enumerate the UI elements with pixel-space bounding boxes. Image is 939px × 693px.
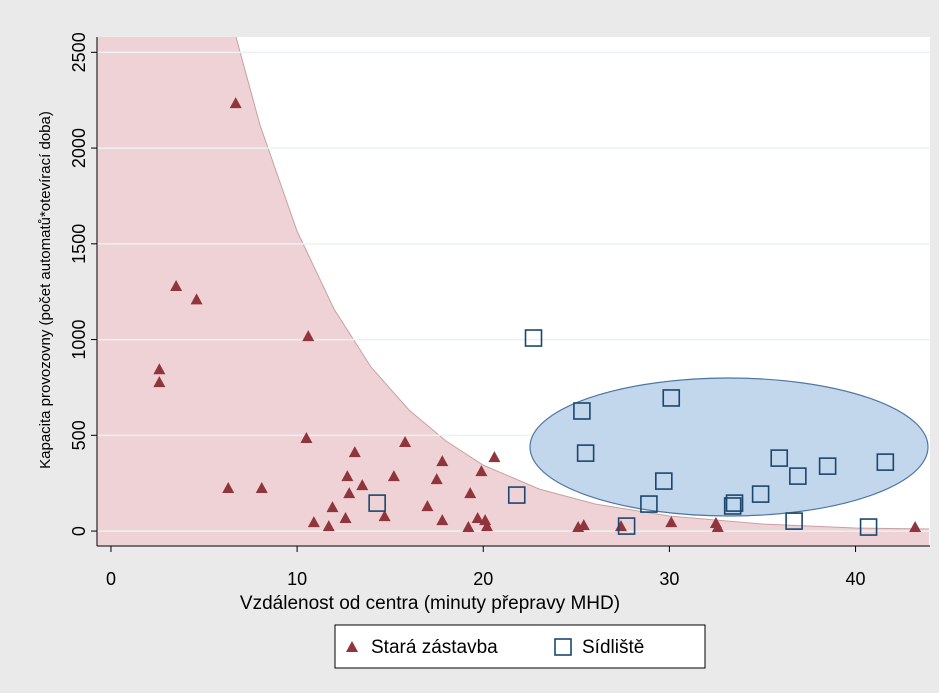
square-marker bbox=[573, 402, 591, 420]
triangle-marker bbox=[711, 521, 724, 533]
x-tick-label: 40 bbox=[846, 569, 866, 589]
triangle-marker bbox=[229, 97, 242, 109]
y-axis-title: Kapacita provozovny (počet automatů*otev… bbox=[37, 111, 54, 469]
x-tick-label: 30 bbox=[659, 569, 679, 589]
triangle-marker bbox=[343, 487, 356, 499]
y-tick-label: 1500 bbox=[69, 224, 89, 264]
shaded-area bbox=[97, 37, 929, 546]
triangle-marker bbox=[436, 514, 449, 526]
triangle-marker bbox=[190, 293, 203, 305]
square-marker bbox=[617, 517, 636, 535]
triangle-marker bbox=[430, 473, 443, 485]
triangle-marker bbox=[153, 363, 166, 375]
y-tick-label: 500 bbox=[69, 420, 89, 450]
square-marker bbox=[723, 497, 742, 515]
triangle-marker bbox=[387, 470, 400, 482]
triangle-marker bbox=[909, 521, 922, 533]
triangle-marker bbox=[475, 465, 488, 477]
square-marker bbox=[576, 444, 595, 462]
square-marker bbox=[876, 453, 895, 471]
triangle-marker bbox=[153, 376, 166, 388]
triangle-marker bbox=[356, 479, 369, 491]
legend-label: Sídliště bbox=[582, 637, 644, 658]
triangle-marker bbox=[665, 516, 678, 528]
triangle-marker bbox=[421, 500, 434, 512]
y-tick-label: 2000 bbox=[69, 128, 89, 168]
triangle-marker bbox=[170, 279, 183, 291]
triangle-marker bbox=[577, 519, 590, 531]
triangle-marker bbox=[480, 520, 493, 532]
triangle-marker bbox=[222, 481, 235, 493]
square-marker bbox=[859, 518, 878, 536]
triangle-marker bbox=[346, 641, 358, 652]
square-marker bbox=[368, 494, 386, 512]
triangle-marker bbox=[471, 512, 484, 524]
square-marker bbox=[655, 472, 673, 490]
triangle-marker bbox=[436, 455, 449, 467]
square-marker bbox=[789, 467, 807, 485]
x-tick-label: 0 bbox=[106, 569, 116, 589]
square-marker bbox=[785, 512, 803, 530]
legend bbox=[334, 624, 706, 669]
highlight-ellipse bbox=[529, 377, 929, 517]
triangle-marker bbox=[378, 510, 391, 522]
square-marker bbox=[751, 485, 770, 503]
triangle-marker bbox=[300, 431, 313, 443]
triangle-marker bbox=[302, 330, 315, 342]
legend-label: Stará zástavba bbox=[371, 637, 498, 658]
square-marker bbox=[640, 495, 658, 513]
triangle-marker bbox=[255, 481, 268, 493]
triangle-marker bbox=[326, 501, 339, 513]
x-tick-label: 20 bbox=[473, 569, 493, 589]
square-marker bbox=[554, 638, 572, 656]
triangle-marker bbox=[341, 470, 354, 482]
square-marker bbox=[770, 449, 789, 467]
y-tick-label: 0 bbox=[69, 526, 89, 536]
triangle-marker bbox=[348, 446, 361, 458]
y-tick-label: 1000 bbox=[69, 320, 89, 360]
square-marker bbox=[507, 486, 526, 504]
triangle-marker bbox=[339, 512, 352, 524]
square-marker bbox=[725, 494, 744, 512]
triangle-marker bbox=[399, 436, 412, 448]
triangle-marker bbox=[462, 521, 475, 533]
x-axis-title: Vzdálenost od centra (minuty přepravy MH… bbox=[240, 593, 620, 614]
triangle-marker bbox=[307, 516, 320, 528]
triangle-marker bbox=[488, 451, 501, 463]
y-tick-label: 2500 bbox=[69, 32, 89, 72]
square-marker bbox=[818, 457, 837, 475]
x-tick-label: 10 bbox=[287, 569, 307, 589]
triangle-marker bbox=[464, 487, 477, 499]
square-marker bbox=[662, 389, 681, 407]
triangle-marker bbox=[322, 520, 335, 532]
square-marker bbox=[524, 329, 543, 347]
